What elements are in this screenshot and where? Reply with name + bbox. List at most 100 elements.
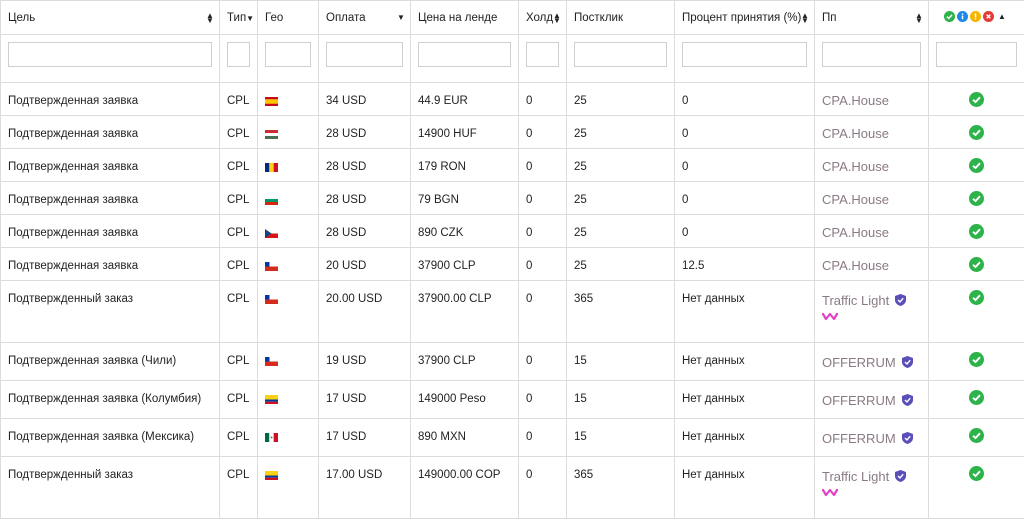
network-name[interactable]: CPA.House [822,126,889,141]
network-cell[interactable]: OFFERRUM [814,342,929,381]
geo-cell [257,380,319,419]
table-row[interactable]: Подтвержденная заявка CPL 28 USD 179 RON 0 25… [0,148,1024,182]
network-cell[interactable]: OFFERRUM [814,418,929,457]
type-filter-input[interactable] [227,42,250,67]
table-row[interactable]: Подтвержденная заявка CPL 28 USD 79 BGN 0 25 0… [0,181,1024,215]
sort-icon[interactable]: ▲ ▼ [801,11,809,25]
payout-cell: 17 USD [318,418,411,457]
flag-icon-cl [265,262,278,271]
verified-shield-icon [895,294,907,306]
sort-icon[interactable]: ▲ ▼ [553,11,561,25]
col-status-header[interactable]: ▲ [928,0,1024,35]
table-row[interactable]: Подтвержденный заказ CPL 20.00 USD 37900.00… [0,280,1024,343]
network-cell[interactable]: Traffic Light [814,280,929,343]
col-postclick-header[interactable]: Постклик [566,0,675,35]
payout-filter-input[interactable] [326,42,403,67]
sort-desc-icon[interactable]: ▼ [397,13,405,22]
col-network-header[interactable]: Пп ▲ ▼ [814,0,929,35]
check-circle-icon [969,125,984,140]
goal-cell: Подтвержденная заявка (Колумбия) [0,380,220,419]
warning-circle-icon[interactable] [970,10,981,22]
verified-shield-icon [901,356,913,368]
network-cell[interactable]: CPA.House [814,214,929,248]
check-circle-icon [969,390,984,405]
sort-icon[interactable]: ▲ ▼ [206,11,214,25]
sort-icon[interactable]: ▲ ▼ [915,11,923,25]
network-cell[interactable]: CPA.House [814,181,929,215]
table-row[interactable]: Подтвержденная заявка (Колумбия) CPL 17 US… [0,380,1024,419]
geo-filter-input[interactable] [265,42,311,67]
acceptance-cell: Нет данных [674,456,815,519]
network-name[interactable]: Traffic Light [822,293,890,308]
goal-cell: Подтвержденная заявка [0,214,220,248]
geo-cell [257,418,319,457]
hold-cell: 0 [518,181,567,215]
network-name[interactable]: CPA.House [822,93,889,108]
info-circle-icon[interactable] [957,10,968,22]
goal-filter-input[interactable] [8,42,212,67]
col-network-label: Пп [822,11,837,24]
col-acceptance-header[interactable]: Процент принятия (%) ▲ ▼ [674,0,815,35]
goal-cell: Подтвержденная заявка [0,148,220,182]
network-cell[interactable]: CPA.House [814,82,929,116]
col-goal-header[interactable]: Цель ▲ ▼ [0,0,220,35]
payout-filter-cell [318,34,411,83]
hold-filter-input[interactable] [526,42,559,67]
network-cell[interactable]: CPA.House [814,115,929,149]
postclick-cell: 25 [566,148,675,182]
col-type-header[interactable]: Тип▼ [219,0,258,35]
network-name[interactable]: OFFERRUM [822,393,896,408]
acceptance-cell: 0 [674,82,815,116]
table-row[interactable]: Подтвержденная заявка CPL 20 USD 37900 CLP 0… [0,247,1024,281]
acceptance-cell: 0 [674,115,815,149]
table-row[interactable]: Подтвержденный заказ CPL 17.00 USD 149000.0… [0,456,1024,519]
check-circle-icon [969,92,984,107]
network-cell[interactable]: CPA.House [814,247,929,281]
table-row[interactable]: Подтвержденная заявка CPL 28 USD 14900 HUF 0… [0,115,1024,149]
col-landing-price-header[interactable]: Цена на ленде [410,0,519,35]
landing-price-cell: 179 RON [410,148,519,182]
network-name[interactable]: CPA.House [822,192,889,207]
hold-cell: 0 [518,280,567,343]
traffic-light-logo-icon [822,312,838,321]
status-legend: ▲ [944,10,1006,22]
error-circle-icon[interactable] [983,10,994,22]
postclick-cell: 15 [566,380,675,419]
check-circle-icon[interactable] [944,10,955,22]
table-row[interactable]: Подтвержденная заявка (Чили) CPL 19 USD 379… [0,342,1024,381]
network-cell[interactable]: Traffic Light [814,456,929,519]
landing-price-filter-input[interactable] [418,42,511,67]
col-geo-header[interactable]: Гео [257,0,319,35]
postclick-filter-input[interactable] [574,42,667,67]
sort-asc-icon[interactable]: ▲ [998,11,1006,21]
network-name[interactable]: CPA.House [822,225,889,240]
geo-cell [257,115,319,149]
table-row[interactable]: Подтвержденная заявка (Мексика) CPL 17 USD… [0,418,1024,457]
col-postclick-label: Постклик [574,11,624,24]
network-cell[interactable]: OFFERRUM [814,380,929,419]
table-row[interactable]: Подтвержденная заявка CPL 34 USD 44.9 EUR 0 2… [0,82,1024,116]
status-cell [928,148,1024,182]
acceptance-filter-input[interactable] [682,42,807,67]
col-payout-header[interactable]: Оплата ▼ [318,0,411,35]
acceptance-cell: 0 [674,214,815,248]
status-filter-input[interactable] [936,42,1017,67]
landing-price-cell: 44.9 EUR [410,82,519,116]
network-name[interactable]: CPA.House [822,159,889,174]
network-name[interactable]: CPA.House [822,258,889,273]
network-cell[interactable]: CPA.House [814,148,929,182]
network-filter-input[interactable] [822,42,921,67]
network-name[interactable]: Traffic Light [822,469,890,484]
flag-icon-ro [265,163,278,172]
table-row[interactable]: Подтвержденная заявка CPL 28 USD 890 CZK 0 25… [0,214,1024,248]
network-name[interactable]: OFFERRUM [822,431,896,446]
type-cell: CPL [219,342,258,381]
sort-desc-icon[interactable]: ▼ [246,13,255,23]
verified-shield-icon [895,470,907,482]
col-acceptance-label: Процент принятия (%) [682,11,802,24]
check-circle-icon [969,224,984,239]
payout-cell: 17.00 USD [318,456,411,519]
col-hold-header[interactable]: Холд ▲ ▼ [518,0,567,35]
landing-price-cell: 890 MXN [410,418,519,457]
network-name[interactable]: OFFERRUM [822,355,896,370]
